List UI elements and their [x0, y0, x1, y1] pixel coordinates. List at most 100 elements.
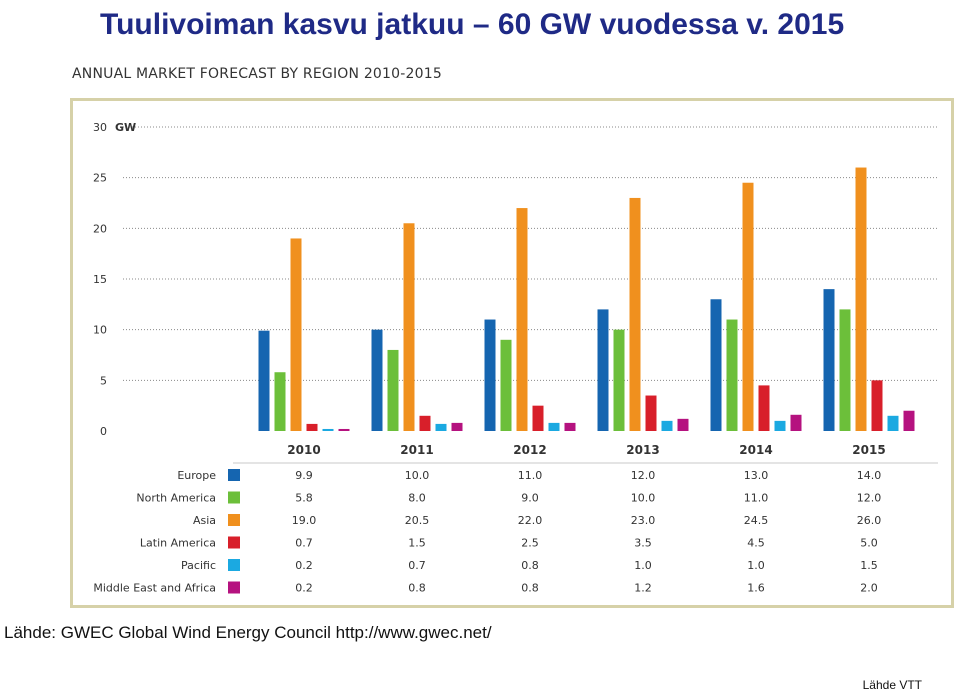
- table-value: 0.8: [521, 582, 539, 595]
- table-value: 19.0: [292, 514, 317, 527]
- table-value: 26.0: [857, 514, 882, 527]
- bar: [871, 380, 883, 431]
- bar: [887, 415, 899, 431]
- legend-label: North America: [136, 492, 216, 505]
- bar: [403, 223, 415, 431]
- bar: [371, 329, 383, 431]
- bar: [516, 208, 528, 431]
- chart-frame: 0 5 10 15 20 25 30 GW 2010 2011 2012 2013 2014 2015 Eu…: [70, 98, 954, 608]
- table-value: 0.7: [408, 559, 426, 572]
- slide-title: Tuulivoiman kasvu jatkuu – 60 GW vuodess…: [100, 8, 845, 41]
- x-tick-label: 2010: [287, 443, 320, 457]
- table-value: 12.0: [631, 469, 656, 482]
- bar: [903, 410, 915, 431]
- table-value: 1.5: [408, 537, 426, 550]
- table-value: 0.7: [295, 537, 313, 550]
- y-tick-label: 10: [93, 324, 107, 337]
- table-value: 0.2: [295, 559, 313, 572]
- x-tick-label: 2015: [852, 443, 885, 457]
- x-tick-label: 2011: [400, 443, 433, 457]
- table-value: 0.2: [295, 582, 313, 595]
- x-tick-label: 2014: [739, 443, 772, 457]
- bar: [290, 238, 302, 431]
- table-value: 10.0: [631, 492, 656, 505]
- table-value: 5.0: [860, 537, 878, 550]
- bar: [645, 395, 657, 431]
- table-value: 12.0: [857, 492, 882, 505]
- bar: [419, 415, 431, 431]
- table-value: 14.0: [857, 469, 882, 482]
- bar: [451, 422, 463, 431]
- legend-swatch: [228, 469, 240, 481]
- bar: [839, 309, 851, 431]
- legend-swatch: [228, 581, 240, 594]
- table-value: 0.8: [521, 559, 539, 572]
- bar-chart: 0 5 10 15 20 25 30 GW 2010 2011 2012 2013 2014 2015 Eu…: [93, 121, 938, 595]
- bar: [306, 423, 318, 431]
- table-value: 24.5: [744, 514, 769, 527]
- source-line: Lähde: GWEC Global Wind Energy Council h…: [4, 623, 492, 642]
- legend-label: Pacific: [181, 559, 216, 572]
- legend-swatch: [228, 559, 240, 571]
- table-value: 1.2: [634, 582, 652, 595]
- bar: [661, 420, 673, 431]
- legend-label: Middle East and Africa: [93, 582, 216, 595]
- bar: [710, 299, 722, 431]
- legend-label: Latin America: [140, 537, 216, 550]
- table-value: 9.9: [295, 469, 313, 482]
- bar: [758, 385, 770, 431]
- bar: [613, 329, 625, 431]
- bar: [742, 182, 754, 431]
- bar: [274, 372, 286, 431]
- bar: [629, 197, 641, 431]
- table-value: 22.0: [518, 514, 543, 527]
- bar: [855, 167, 867, 431]
- legend-label: Asia: [193, 514, 216, 527]
- table-value: 10.0: [405, 469, 430, 482]
- x-tick-label: 2013: [626, 443, 659, 457]
- y-tick-label: 5: [100, 374, 107, 387]
- bar: [726, 319, 738, 431]
- bar: [677, 418, 689, 431]
- y-tick-label: 25: [93, 172, 107, 185]
- legend-swatch: [228, 536, 240, 549]
- bar: [532, 405, 544, 431]
- bar: [790, 414, 802, 431]
- bar: [500, 339, 512, 431]
- table-value: 4.5: [747, 537, 765, 550]
- table-value: 11.0: [744, 492, 769, 505]
- chart-title: ANNUAL MARKET FORECAST BY REGION 2010-20…: [72, 66, 442, 82]
- bar: [338, 428, 350, 431]
- table-value: 20.5: [405, 514, 430, 527]
- credit-label: Lähde VTT: [862, 678, 922, 692]
- y-tick-label: 30: [93, 121, 107, 134]
- table-value: 1.0: [747, 559, 765, 572]
- y-axis-unit-label: GW: [115, 121, 136, 134]
- legend-swatch: [228, 514, 240, 526]
- bar: [548, 422, 560, 431]
- table-value: 13.0: [744, 469, 769, 482]
- table-value: 2.5: [521, 537, 539, 550]
- table-value: 3.5: [634, 537, 652, 550]
- table-value: 1.0: [634, 559, 652, 572]
- table-value: 1.5: [860, 559, 878, 572]
- y-tick-label: 0: [100, 425, 107, 438]
- y-tick-label: 20: [93, 222, 107, 235]
- bar: [484, 319, 496, 431]
- bar: [597, 309, 609, 431]
- table-value: 8.0: [408, 492, 426, 505]
- table-value: 5.8: [295, 492, 313, 505]
- legend-swatch: [228, 491, 240, 504]
- bar: [387, 349, 399, 431]
- table-value: 9.0: [521, 492, 539, 505]
- bar: [435, 423, 447, 431]
- bar: [823, 289, 835, 431]
- legend-label: Europe: [177, 469, 216, 482]
- table-value: 1.6: [747, 582, 765, 595]
- table-value: 11.0: [518, 469, 543, 482]
- bar: [258, 330, 270, 431]
- bar: [322, 428, 334, 431]
- table-value: 0.8: [408, 582, 426, 595]
- bar: [774, 420, 786, 431]
- table-value: 2.0: [860, 582, 878, 595]
